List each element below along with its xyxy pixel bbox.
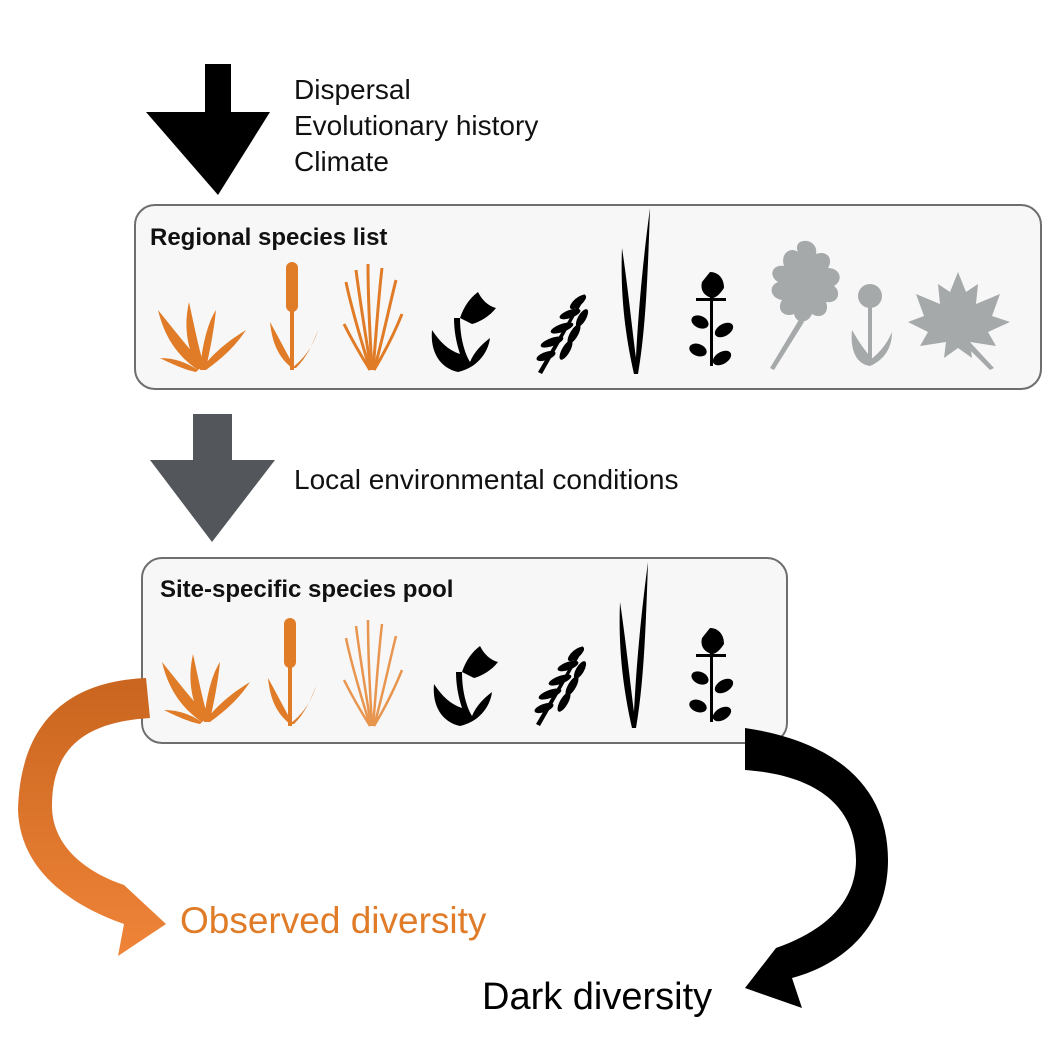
observed-diversity-arrow — [18, 678, 166, 956]
tulip-icon — [433, 646, 498, 726]
blade-icon — [621, 208, 650, 374]
driver-evolutionary-history: Evolutionary history — [294, 110, 539, 141]
regional-box-title: Regional species list — [150, 224, 388, 251]
filter-arrow — [150, 414, 275, 542]
fern-icon — [536, 294, 589, 374]
filter-label: Local environmental conditions — [294, 464, 679, 495]
cattail-icon — [270, 262, 318, 370]
leafy-stem-icon — [689, 272, 734, 366]
tulip-icon — [431, 292, 496, 372]
ball-flower-icon — [851, 284, 892, 366]
fern-icon — [534, 646, 587, 726]
leafy-stem-icon — [689, 628, 734, 722]
drivers-list: Dispersal Evolutionary history Climate — [294, 72, 538, 180]
dark-diversity-arrow — [745, 728, 888, 1008]
cattail-icon — [268, 618, 316, 726]
oak-leaf-icon — [770, 240, 840, 370]
maple-leaf-icon — [908, 272, 1010, 370]
site-species-box — [141, 557, 788, 744]
observed-diversity-label: Observed diversity — [180, 900, 487, 941]
driver-climate: Climate — [294, 146, 389, 177]
dark-diversity-label: Dark diversity — [482, 976, 713, 1018]
sedge-icon — [342, 619, 404, 727]
grass-tuft-icon — [162, 654, 250, 724]
blade-icon — [619, 562, 648, 728]
site-box-title: Site-specific species pool — [160, 576, 454, 603]
grass-tuft-icon — [158, 302, 246, 372]
drivers-arrow — [146, 64, 270, 195]
sedge-icon — [342, 263, 404, 371]
driver-dispersal: Dispersal — [294, 74, 411, 105]
